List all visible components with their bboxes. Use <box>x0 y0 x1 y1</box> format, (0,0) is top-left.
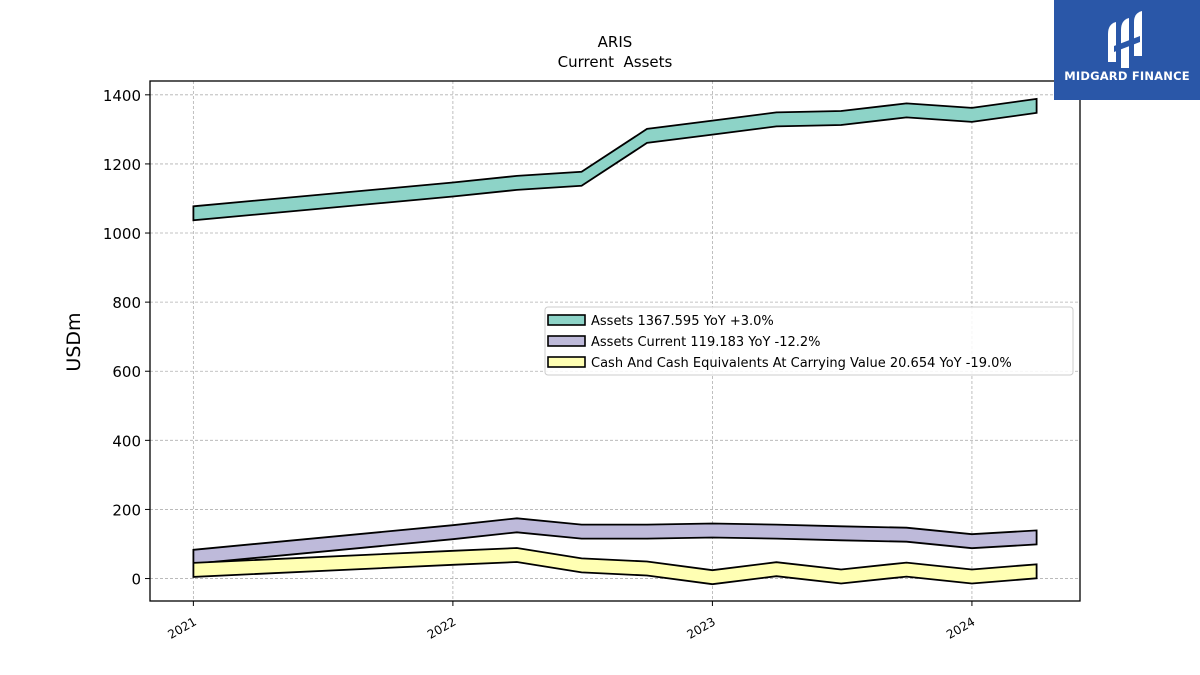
brand-logo: MIDGARD FINANCE <box>1054 0 1200 100</box>
y-tick-label: 400 <box>112 432 141 450</box>
y-tick-label: 1400 <box>103 87 141 105</box>
y-tick-label: 1200 <box>103 156 141 174</box>
logo-text: MIDGARD FINANCE <box>1064 69 1190 83</box>
legend-label: Assets Current 119.183 YoY -12.2% <box>591 335 821 350</box>
legend-swatch <box>547 356 586 368</box>
plot-frame <box>149 80 1081 602</box>
legend: Assets 1367.595 YoY +3.0% Assets Current … <box>544 306 1074 376</box>
legend-box <box>544 306 1074 376</box>
y-tick-label: 0 <box>131 571 141 589</box>
series-band-assets <box>192 97 1038 222</box>
x-tick-label: 2022 <box>425 614 458 641</box>
series-band-cash-and-cash-equivalents-at-carrying-value <box>192 547 1038 586</box>
chart-subtitle: Current Assets <box>558 53 673 71</box>
legend-label: Assets 1367.595 YoY +3.0% <box>591 314 774 329</box>
y-tick-label: 800 <box>112 294 141 312</box>
x-tick-label: 2021 <box>165 614 198 641</box>
x-tick-label: 2023 <box>684 614 717 641</box>
y-tick-label: 600 <box>112 363 141 381</box>
legend-swatch <box>547 335 586 347</box>
y-tick-label: 1000 <box>103 225 141 243</box>
x-tick-label: 2024 <box>944 614 977 641</box>
chart-title: ARIS <box>598 33 633 51</box>
logo-mark-icon <box>1108 11 1142 68</box>
series-group <box>192 97 1038 586</box>
x-ticks: 2021 2022 2023 2024 <box>165 601 977 642</box>
y-tick-label: 200 <box>112 501 141 519</box>
series-band-assets-current <box>192 517 1038 565</box>
legend-label: Cash And Cash Equivalents At Carrying Va… <box>591 356 1012 371</box>
y-axis-label: USDm <box>63 312 85 371</box>
y-ticks: 0 200 400 600 800 1000 1200 1400 <box>103 87 150 589</box>
legend-swatch <box>547 314 586 326</box>
